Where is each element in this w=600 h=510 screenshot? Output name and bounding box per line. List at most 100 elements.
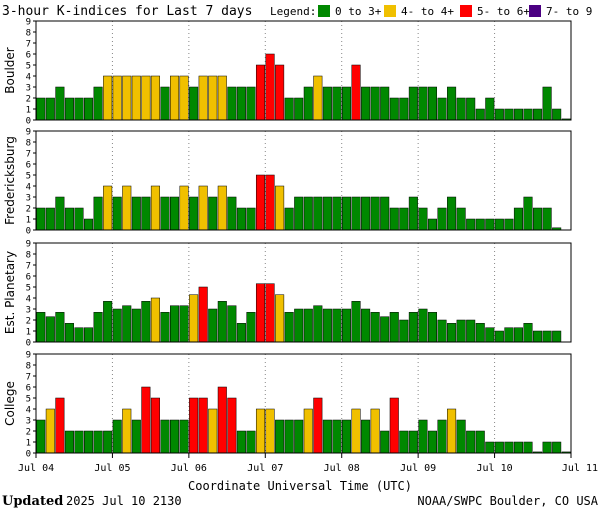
- k-index-bar: [456, 207, 466, 231]
- y-tick-label: 3: [26, 306, 31, 316]
- k-index-bar: [217, 301, 227, 343]
- k-index-bar: [294, 419, 304, 454]
- k-index-bar: [552, 441, 562, 454]
- station-label: Est. Planetary: [3, 251, 17, 334]
- k-index-bar: [64, 430, 74, 454]
- y-tick-label: 9: [26, 351, 31, 361]
- k-index-bar: [122, 185, 132, 231]
- x-axis-label: Coordinate Universal Time (UTC): [188, 479, 412, 493]
- k-index-bar: [380, 196, 390, 231]
- k-index-bar: [322, 419, 332, 454]
- k-index-bar: [217, 75, 227, 121]
- k-index-bar: [389, 312, 399, 343]
- k-index-bar: [284, 97, 294, 121]
- panel-frame: [35, 130, 572, 231]
- k-index-bar: [447, 408, 457, 454]
- y-tick-label: 8: [26, 251, 31, 261]
- k-index-bar: [255, 64, 266, 121]
- k-index-bar: [351, 64, 361, 121]
- k-index-bar: [294, 308, 304, 343]
- k-index-bar: [542, 207, 552, 231]
- k-index-bar: [399, 319, 409, 343]
- k-index-bar: [313, 397, 323, 454]
- k-index-bar: [45, 408, 55, 454]
- k-index-bar: [313, 196, 323, 231]
- y-tick-label: 4: [26, 295, 31, 305]
- k-index-bar: [84, 430, 94, 454]
- k-index-bar: [370, 196, 380, 231]
- k-index-bar: [322, 86, 332, 121]
- k-index-bar: [552, 330, 562, 343]
- y-tick-label: 7: [26, 150, 31, 160]
- k-index-bar: [456, 97, 466, 121]
- k-index-bar: [533, 330, 543, 343]
- k-index-bar: [198, 185, 208, 231]
- k-index-bar: [112, 75, 122, 121]
- x-tick-label: Jul 09: [400, 463, 436, 474]
- y-tick-label: 8: [26, 362, 31, 372]
- y-tick-label: 6: [26, 161, 31, 171]
- x-tick-label: Jul 04: [18, 463, 54, 474]
- k-index-bar: [179, 419, 189, 454]
- k-index-bar: [418, 86, 428, 121]
- x-tick-label: Jul 05: [94, 463, 130, 474]
- k-index-bar: [542, 441, 552, 454]
- legend-swatch: [460, 5, 472, 17]
- k-index-bar: [408, 196, 418, 231]
- k-index-bar: [427, 218, 438, 231]
- k-index-bar: [513, 207, 523, 231]
- k-index-bar: [427, 86, 438, 121]
- k-index-bar: [189, 86, 199, 121]
- k-index-bar: [408, 430, 418, 454]
- x-tick-label: Jul 10: [477, 463, 513, 474]
- panels: 0123456789Boulder0123456789Fredericksbur…: [3, 18, 572, 460]
- legend-label: Legend:: [270, 5, 316, 18]
- k-index-bar: [255, 174, 266, 231]
- k-index-bar: [74, 207, 84, 231]
- y-tick-label: 4: [26, 183, 31, 193]
- legend-entry: 4- to 4+: [401, 5, 454, 18]
- k-index-bar: [437, 97, 447, 121]
- k-index-bar: [504, 441, 514, 454]
- k-index-bar: [456, 319, 466, 343]
- legend-swatch: [384, 5, 396, 17]
- k-index-bar: [179, 75, 189, 121]
- legend-entry: 0 to 3+: [335, 5, 382, 18]
- k-index-bar: [170, 75, 180, 121]
- k-index-bar: [513, 441, 523, 454]
- y-tick-label: 1: [26, 216, 31, 226]
- y-tick-label: 1: [26, 439, 31, 449]
- k-index-bar: [84, 97, 94, 121]
- k-index-bar: [332, 86, 342, 121]
- y-tick-label: 7: [26, 40, 31, 50]
- legend-entry: 5- to 6+: [477, 5, 530, 18]
- k-index-bar: [150, 397, 160, 454]
- k-index-bar: [351, 301, 361, 343]
- k-index-bar: [313, 75, 323, 121]
- k-index-bar: [447, 323, 457, 343]
- y-tick-label: 7: [26, 373, 31, 383]
- k-index-bar: [494, 108, 504, 121]
- k-index-bar: [389, 207, 399, 231]
- k-index-bar: [160, 419, 170, 454]
- y-tick-label: 8: [26, 139, 31, 149]
- legend-entry: 7- to 9: [546, 5, 592, 18]
- k-index-bar: [103, 301, 113, 343]
- k-index-bar: [399, 430, 409, 454]
- y-tick-label: 6: [26, 51, 31, 61]
- k-index-bar: [351, 196, 361, 231]
- legend: Legend: 0 to 3+ 4- to 4+ 5- to 6+ 7- to 9: [270, 5, 592, 18]
- y-tick-label: 0: [26, 117, 31, 127]
- k-index-bar: [131, 419, 141, 454]
- y-tick-label: 3: [26, 84, 31, 94]
- k-index-bar: [303, 308, 313, 343]
- k-index-bar: [103, 185, 113, 231]
- updated-label: Updated: [2, 494, 63, 509]
- k-index-bar: [313, 305, 323, 343]
- x-tick-label: Jul 08: [324, 463, 360, 474]
- k-index-bar: [475, 108, 485, 121]
- chart-title: 3-hour K-indices for Last 7 days: [2, 4, 252, 19]
- updated-value: 2025 Jul 10 2130: [66, 494, 182, 508]
